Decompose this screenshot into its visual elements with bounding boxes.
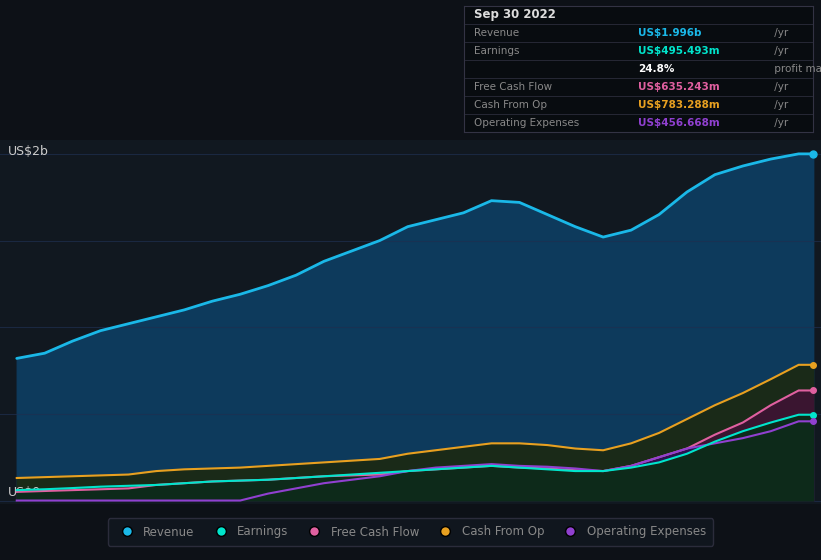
Text: /yr: /yr (771, 82, 788, 92)
Text: Cash From Op: Cash From Op (475, 100, 548, 110)
Text: Operating Expenses: Operating Expenses (475, 118, 580, 128)
Text: /yr: /yr (771, 27, 788, 38)
Text: /yr: /yr (771, 45, 788, 55)
Text: /yr: /yr (771, 118, 788, 128)
Text: US$783.288m: US$783.288m (639, 100, 720, 110)
Text: Revenue: Revenue (475, 27, 520, 38)
Text: Earnings: Earnings (475, 45, 520, 55)
Text: US$456.668m: US$456.668m (639, 118, 720, 128)
Legend: Revenue, Earnings, Free Cash Flow, Cash From Op, Operating Expenses: Revenue, Earnings, Free Cash Flow, Cash … (108, 519, 713, 545)
Text: US$635.243m: US$635.243m (639, 82, 720, 92)
Text: 24.8%: 24.8% (639, 64, 675, 73)
Text: /yr: /yr (771, 100, 788, 110)
Text: profit margin: profit margin (771, 64, 821, 73)
Text: US$1.996b: US$1.996b (639, 27, 702, 38)
Text: Sep 30 2022: Sep 30 2022 (475, 8, 556, 21)
Text: US$495.493m: US$495.493m (639, 45, 720, 55)
Text: US$2b: US$2b (8, 146, 49, 158)
Text: US$0: US$0 (8, 486, 41, 498)
Text: Free Cash Flow: Free Cash Flow (475, 82, 553, 92)
